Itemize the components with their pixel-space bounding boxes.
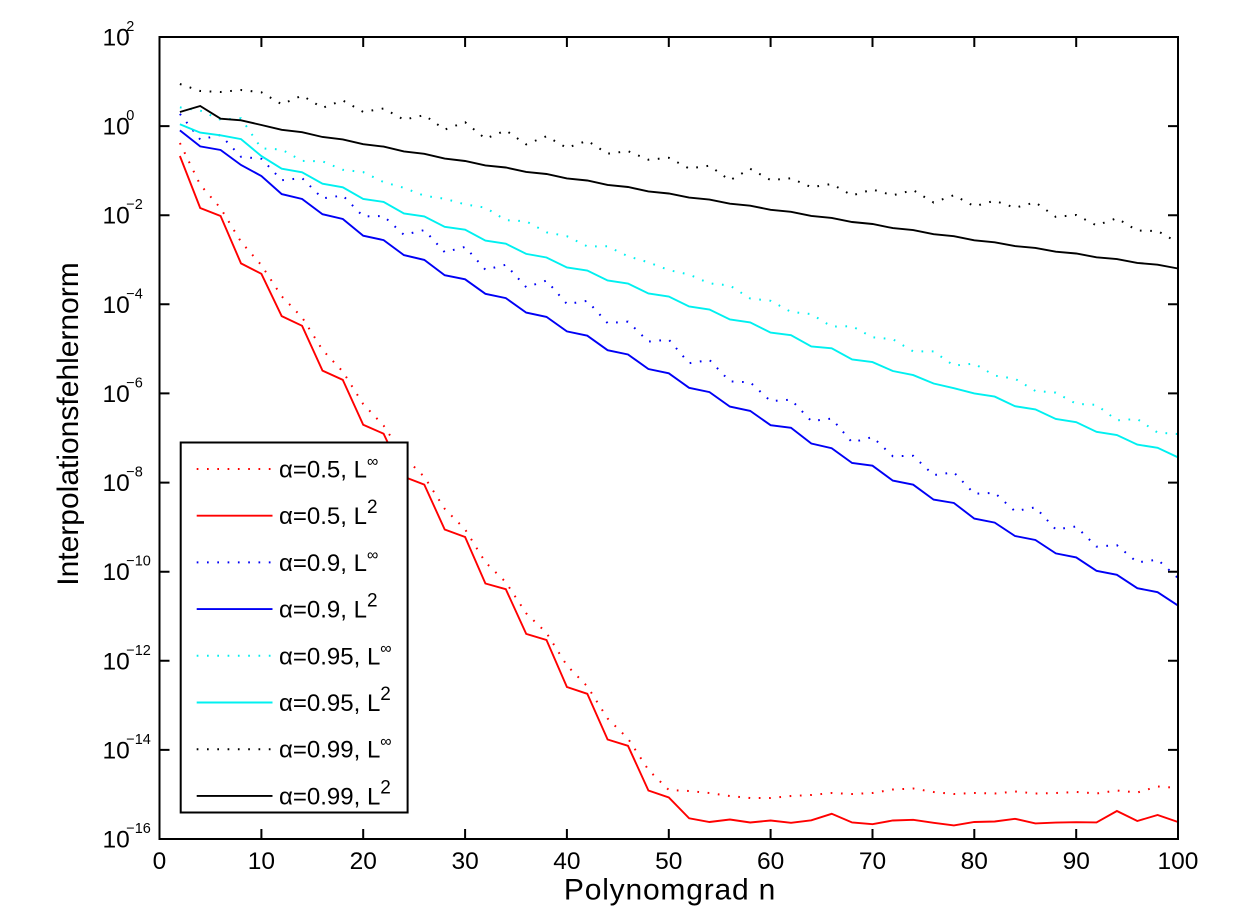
svg-text:10: 10	[248, 848, 275, 875]
svg-text:20: 20	[350, 848, 377, 875]
svg-text:50: 50	[655, 848, 682, 875]
svg-text:α=0.5, L2: α=0.5, L2	[279, 497, 378, 530]
svg-text:100: 100	[103, 108, 135, 141]
svg-text:α=0.5, L∞: α=0.5, L∞	[279, 454, 378, 484]
svg-text:0: 0	[153, 848, 167, 875]
svg-text:α=0.99, L∞: α=0.99, L∞	[279, 734, 392, 764]
svg-text:α=0.95, L∞: α=0.95, L∞	[279, 640, 392, 670]
svg-text:60: 60	[757, 848, 784, 875]
svg-text:α=0.9, L2: α=0.9, L2	[279, 591, 378, 624]
svg-text:100: 100	[1158, 848, 1199, 875]
svg-text:80: 80	[961, 848, 988, 875]
svg-text:α=0.9, L∞: α=0.9, L∞	[279, 547, 378, 577]
svg-text:α=0.99, L2: α=0.99, L2	[279, 777, 391, 810]
svg-text:90: 90	[1063, 848, 1090, 875]
svg-text:Polynomgrad n: Polynomgrad n	[564, 874, 776, 907]
svg-text:α=0.95, L2: α=0.95, L2	[279, 684, 391, 717]
svg-text:Interpolationsfehlernorm: Interpolationsfehlernorm	[52, 262, 85, 586]
svg-text:70: 70	[859, 848, 886, 875]
svg-text:10−2: 10−2	[103, 197, 143, 230]
svg-text:102: 102	[103, 19, 135, 52]
svg-text:40: 40	[553, 848, 580, 875]
svg-text:30: 30	[451, 848, 478, 875]
